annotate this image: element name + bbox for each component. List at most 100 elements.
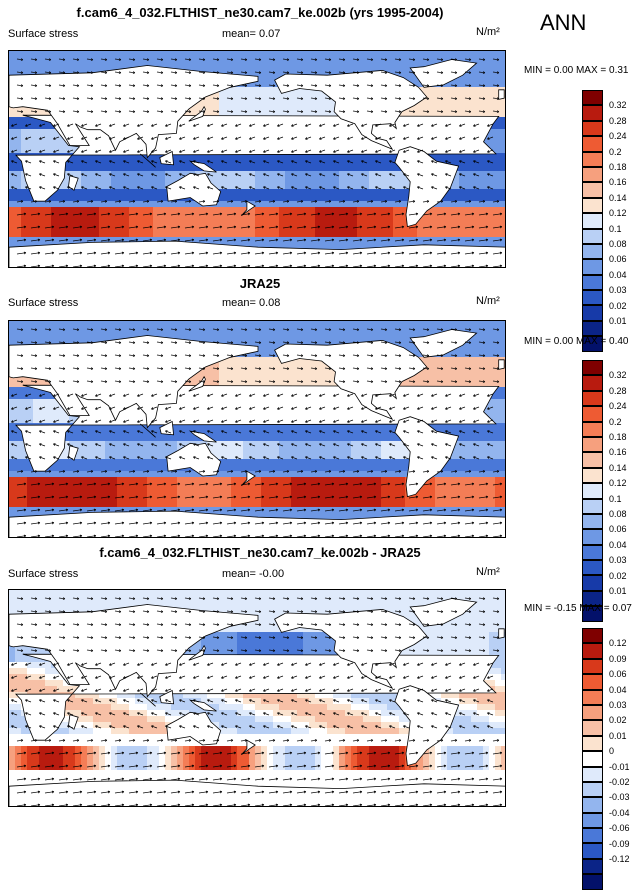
- colorbar-tick-label: 0.01: [609, 316, 627, 326]
- colorbar-swatch: [582, 705, 603, 720]
- colorbar-swatch: [582, 213, 603, 228]
- colorbar-swatch: [582, 275, 603, 290]
- colorbar-tick-label: 0.1: [609, 224, 622, 234]
- colorbar-tick-label: 0.01: [609, 586, 627, 596]
- colorbar-swatch: [582, 406, 603, 421]
- colorbar-tick-label: 0.28: [609, 386, 627, 396]
- colorbar-tick-label: 0.14: [609, 193, 627, 203]
- colorbar-swatch: [582, 244, 603, 259]
- colorbar-swatch: [582, 514, 603, 529]
- colorbar-swatch: [582, 674, 603, 689]
- colorbar-tick-label: 0.2: [609, 147, 622, 157]
- colorbar-swatch: [582, 360, 603, 375]
- colorbar-swatch: [582, 452, 603, 467]
- colorbar-swatch: [582, 575, 603, 590]
- colorbar-tick-label: 0.32: [609, 100, 627, 110]
- colorbar-tick-label: -0.03: [609, 792, 630, 802]
- colorbar-swatch: [582, 229, 603, 244]
- colorbar-tick-label: 0.04: [609, 685, 627, 695]
- continent-outline: [499, 360, 505, 370]
- panel-3-title: f.cam6_4_032.FLTHIST_ne30.cam7_ke.002b -…: [0, 545, 520, 560]
- colorbar-tick-label: 0.16: [609, 177, 627, 187]
- season-label: ANN: [540, 10, 586, 36]
- continent-outline: [499, 629, 505, 639]
- colorbar-tick-label: 0.06: [609, 669, 627, 679]
- colorbar-tick-label: -0.02: [609, 777, 630, 787]
- colorbar-tick-label: 0.18: [609, 162, 627, 172]
- map-field-svg: [9, 321, 506, 538]
- colorbar-tick-label: 0.03: [609, 555, 627, 565]
- colorbar-tick-label: 0: [609, 746, 614, 756]
- colorbar-tick-label: 0.32: [609, 370, 627, 380]
- colorbar-swatch: [582, 628, 603, 643]
- colorbar-tick-label: -0.01: [609, 762, 630, 772]
- colorbar-swatch: [582, 468, 603, 483]
- colorbar-swatch: [582, 659, 603, 674]
- colorbar-swatch: [582, 90, 603, 105]
- colorbar-tick-label: 0.04: [609, 270, 627, 280]
- panel-3-variable-label: Surface stress: [8, 568, 78, 580]
- colorbar-swatch: [582, 529, 603, 544]
- panel-1-units: N/m²: [476, 26, 500, 38]
- panel-2-map: [8, 320, 506, 538]
- colorbar-swatch: [582, 259, 603, 274]
- colorbar-swatch: [582, 437, 603, 452]
- colorbar-tick-label: -0.09: [609, 839, 630, 849]
- panel-3-map: [8, 589, 506, 807]
- panel-2-units: N/m²: [476, 295, 500, 307]
- colorbar-tick-label: 0.02: [609, 715, 627, 725]
- panel-1-map: [8, 50, 506, 268]
- colorbar-tick-label: 0.16: [609, 447, 627, 457]
- colorbar-swatch: [582, 560, 603, 575]
- colorbar-tick-label: 0.09: [609, 654, 627, 664]
- panel-2-mean: mean= 0.08: [222, 297, 280, 309]
- panel-2-title: JRA25: [0, 276, 520, 291]
- panel-1-minmax: MIN = 0.00 MAX = 0.31: [524, 65, 629, 76]
- panel-2-minmax: MIN = 0.00 MAX = 0.40: [524, 336, 629, 347]
- colorbar-tick-label: 0.28: [609, 116, 627, 126]
- colorbar-swatch: [582, 859, 603, 874]
- colorbar-tick-label: 0.24: [609, 401, 627, 411]
- colorbar-swatch: [582, 874, 603, 889]
- panel-2-variable-label: Surface stress: [8, 297, 78, 309]
- colorbar-swatch: [582, 720, 603, 735]
- colorbar-swatch: [582, 182, 603, 197]
- colorbar-swatch: [582, 391, 603, 406]
- colorbar-tick-label: 0.06: [609, 254, 627, 264]
- colorbar-tick-label: -0.06: [609, 823, 630, 833]
- colorbar-tick-label: 0.02: [609, 571, 627, 581]
- colorbar-swatch: [582, 797, 603, 812]
- colorbar-swatch: [582, 198, 603, 213]
- panel-3-units: N/m²: [476, 566, 500, 578]
- panel-3-mean: mean= -0.00: [222, 568, 284, 580]
- colorbar-tick-label: 0.18: [609, 432, 627, 442]
- colorbar-swatch: [582, 305, 603, 320]
- panel-1-variable-label: Surface stress: [8, 28, 78, 40]
- colorbar-tick-label: 0.1: [609, 494, 622, 504]
- colorbar-tick-label: 0.04: [609, 540, 627, 550]
- colorbar-tick-label: 0.24: [609, 131, 627, 141]
- colorbar-tick-label: 0.2: [609, 417, 622, 427]
- colorbar-swatch: [582, 152, 603, 167]
- colorbar-swatch: [582, 736, 603, 751]
- colorbar-swatch: [582, 690, 603, 705]
- colorbar-tick-label: 0.12: [609, 208, 627, 218]
- continent-outline: [499, 90, 505, 100]
- panel-1-title: f.cam6_4_032.FLTHIST_ne30.cam7_ke.002b (…: [0, 5, 520, 20]
- colorbar-swatch: [582, 828, 603, 843]
- colorbar-swatch: [582, 136, 603, 151]
- map-field-svg: [9, 590, 506, 807]
- colorbar-tick-label: 0.08: [609, 509, 627, 519]
- colorbar-swatch: [582, 375, 603, 390]
- colorbar-swatch: [582, 105, 603, 120]
- colorbar-tick-label: 0.03: [609, 285, 627, 295]
- colorbar-tick-label: 0.03: [609, 700, 627, 710]
- colorbar-swatch: [582, 782, 603, 797]
- colorbar-tick-label: 0.01: [609, 731, 627, 741]
- colorbar-swatch: [582, 499, 603, 514]
- colorbar-tick-label: 0.02: [609, 301, 627, 311]
- colorbar-tick-label: 0.08: [609, 239, 627, 249]
